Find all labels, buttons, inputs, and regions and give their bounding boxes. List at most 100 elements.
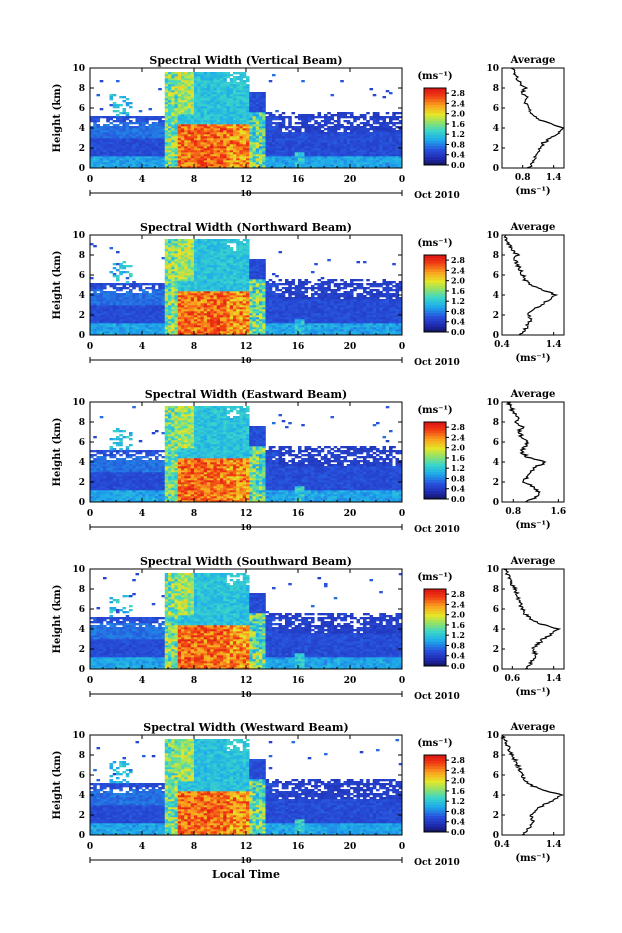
heatmap-cell: [243, 76, 247, 78]
heatmap-cell: [217, 305, 221, 307]
heatmap-cell: [181, 285, 185, 287]
heatmap-cell: [376, 128, 380, 130]
heatmap-cell: [236, 257, 240, 259]
heatmap-cell: [370, 140, 374, 142]
heatmap-cell: [292, 142, 296, 144]
heatmap-cell: [93, 297, 97, 299]
heatmap-cell: [376, 150, 380, 152]
heatmap-cell: [188, 96, 192, 98]
heatmap-cell: [139, 126, 143, 128]
heatmap-cell: [165, 110, 169, 112]
heatmap-cell: [240, 100, 244, 102]
heatmap-cell: [201, 94, 205, 96]
heatmap-cell: [197, 136, 201, 138]
heatmap-cell: [282, 152, 286, 154]
heatmap-cell: [236, 293, 240, 295]
heatmap-cell: [331, 162, 335, 164]
heatmap-cell: [236, 329, 240, 331]
heatmap-cell: [210, 74, 214, 76]
heatmap-cell: [201, 247, 205, 249]
heatmap-cell: [327, 130, 331, 132]
heatmap-cell: [220, 78, 224, 80]
heatmap-cell: [253, 100, 257, 102]
heatmap-cell: [311, 140, 315, 142]
heatmap-cell: [197, 249, 201, 251]
heatmap-cell: [347, 122, 351, 124]
heatmap-cell: [227, 311, 231, 313]
heatmap-cell: [116, 309, 120, 311]
heatmap-cell: [227, 90, 231, 92]
heatmap-cell: [178, 265, 182, 267]
heatmap-cell: [379, 138, 383, 140]
heatmap-cell: [158, 331, 162, 333]
heatmap-cell: [207, 269, 211, 271]
heatmap-cell: [360, 160, 364, 162]
heatmap-cell: [207, 94, 211, 96]
heatmap-cell: [188, 277, 192, 279]
heatmap-cell: [210, 112, 214, 114]
heatmap-cell: [210, 122, 214, 124]
heatmap-cell: [305, 114, 309, 116]
heatmap-cell: [305, 144, 309, 146]
heatmap-cell: [288, 146, 292, 148]
heatmap-cell: [353, 160, 357, 162]
heatmap-cell: [142, 152, 146, 154]
heatmap-cell: [353, 150, 357, 152]
heatmap-cell: [168, 132, 172, 134]
heatmap-cell: [181, 291, 185, 293]
heatmap-cell: [246, 122, 250, 124]
heatmap-cell: [165, 102, 169, 104]
heatmap-cell: [230, 130, 234, 132]
heatmap-cell: [132, 116, 136, 118]
heatmap-cell: [210, 283, 214, 285]
heatmap-cell: [243, 146, 247, 148]
heatmap-cell: [197, 297, 201, 299]
average-profile-line: [511, 68, 563, 168]
heatmap-cell: [259, 104, 263, 106]
heatmap-cell: [240, 289, 244, 291]
heatmap-cell: [321, 164, 325, 166]
heatmap-cell: [233, 329, 237, 331]
heatmap-cell: [373, 146, 377, 148]
heatmap-cell: [262, 148, 266, 150]
heatmap-cell: [207, 86, 211, 88]
heatmap-cell: [201, 315, 205, 317]
heatmap-cell: [392, 162, 396, 164]
heatmap-cell: [370, 150, 374, 152]
heatmap-cell: [366, 150, 370, 152]
heatmap-cell: [383, 144, 387, 146]
heatmap-cell: [178, 102, 182, 104]
heatmap-cell: [197, 74, 201, 76]
heatmap-cell: [233, 261, 237, 263]
heatmap-cell: [194, 96, 198, 98]
heatmap-cell: [240, 88, 244, 90]
heatmap-cell: [249, 128, 253, 130]
heatmap-cell: [126, 128, 130, 130]
heatmap-cell: [162, 323, 166, 325]
heatmap-cell: [132, 156, 136, 158]
heatmap-cell: [126, 98, 130, 100]
heatmap-cell: [165, 100, 169, 102]
heatmap-cell: [220, 323, 224, 325]
heatmap-cell: [152, 142, 156, 144]
heatmap-cell: [223, 277, 227, 279]
heatmap-cell: [152, 128, 156, 130]
heatmap-cell: [168, 287, 172, 289]
heatmap-cell: [158, 311, 162, 313]
heatmap-cell: [178, 82, 182, 84]
heatmap-cell: [360, 116, 364, 118]
heatmap-cell: [379, 140, 383, 142]
heatmap-cell: [230, 162, 234, 164]
heatmap-cell: [171, 162, 175, 164]
heatmap-cell: [110, 311, 114, 313]
heatmap-cell: [214, 120, 218, 122]
heatmap-cell: [93, 160, 97, 162]
heatmap-cell: [106, 317, 110, 319]
heatmap-cell: [204, 120, 208, 122]
heatmap-cell: [220, 118, 224, 120]
heatmap-cell: [275, 148, 279, 150]
heatmap-cell: [110, 116, 114, 118]
heatmap-cell: [184, 160, 188, 162]
heatmap-cell: [331, 164, 335, 166]
heatmap-cell: [142, 142, 146, 144]
